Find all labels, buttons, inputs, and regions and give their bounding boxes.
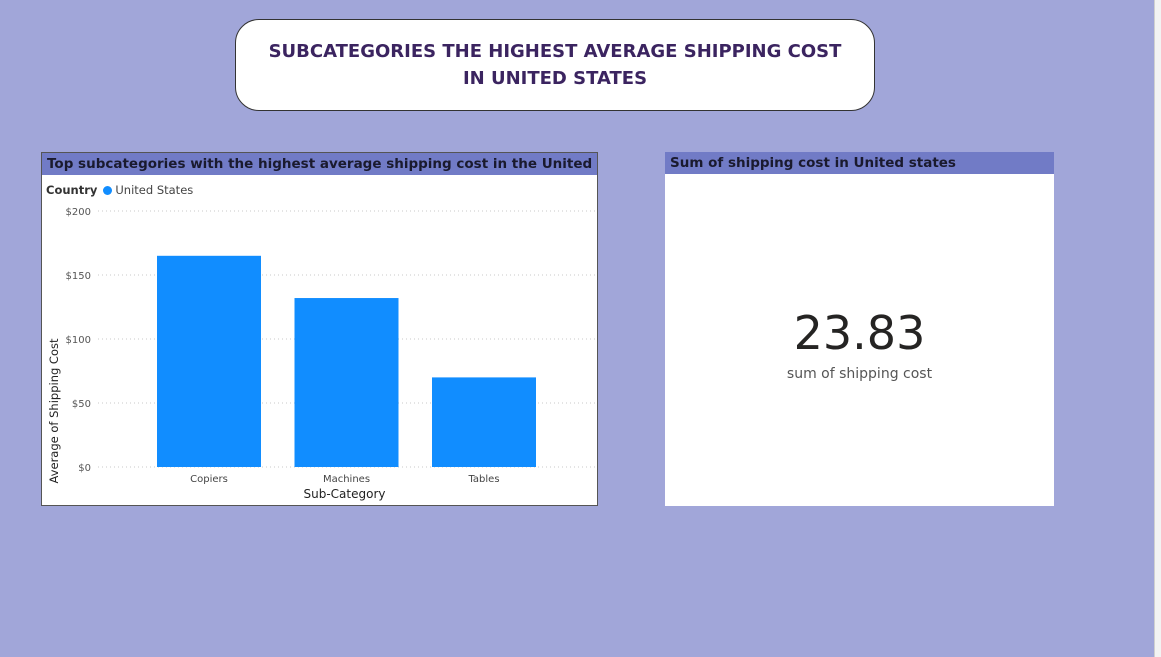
chart-svg: $0 $50 $100 $150 $200 Copiers Machines Tables [66,207,597,485]
x-tick-label: Tables [467,474,499,485]
y-tick-label: $50 [72,399,91,410]
y-tick-label: $200 [66,207,91,218]
page-title: SUBCATEGORIES THE HIGHEST AVERAGE SHIPPI… [268,41,842,89]
pane-edge [1154,0,1161,657]
bar-copiers[interactable] [157,255,261,467]
x-axis-label: Sub-Category [303,487,386,501]
card-value: 23.83 [793,306,926,360]
y-tick-label: $100 [66,335,91,346]
x-tick-label: Copiers [190,474,228,485]
legend-title: Country [46,183,98,197]
page-title-box: SUBCATEGORIES THE HIGHEST AVERAGE SHIPPI… [235,19,875,111]
card-label: sum of shipping cost [786,366,933,382]
card-visual[interactable]: Sum of shipping cost in United states 23… [665,152,1054,506]
legend-item[interactable]: United States [115,183,194,197]
bar-machines[interactable] [294,298,399,467]
bar-tables[interactable] [432,377,536,467]
y-tick-label: $150 [66,271,91,282]
y-tick-label: $0 [78,463,91,474]
card-header: Sum of shipping cost in United states [665,152,1054,174]
chart-legend: Country United States [46,183,193,197]
x-tick-label: Machines [323,474,370,485]
legend-marker-icon [103,185,113,195]
chart-header: Top subcategories with the highest avera… [42,153,597,175]
bar-chart-visual[interactable]: Top subcategories with the highest avera… [41,152,598,506]
